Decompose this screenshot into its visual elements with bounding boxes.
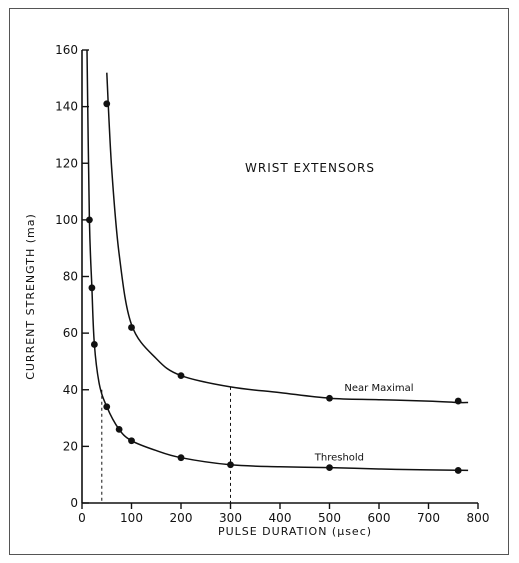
figure-frame: 0 20 40 60 80 100 120 140 160 0 100 200 300 400 500 600… xyxy=(9,8,509,555)
y-tick-label: 60 xyxy=(63,326,78,340)
x-tick-label: 600 xyxy=(368,511,391,525)
strength-duration-chart: 0 20 40 60 80 100 120 140 160 0 100 200 300 400 500 600… xyxy=(24,43,489,538)
y-tick-label: 20 xyxy=(63,439,78,453)
data-point-threshold xyxy=(88,284,96,292)
y-tick-label: 160 xyxy=(55,43,78,57)
x-tick-label: 500 xyxy=(318,511,341,525)
series-line-near-maximal xyxy=(106,72,469,404)
data-point-threshold xyxy=(326,464,333,472)
data-point-threshold xyxy=(90,341,98,348)
x-tick-label: 100 xyxy=(120,511,143,525)
curves xyxy=(86,49,469,472)
data-point-near-maximal xyxy=(128,324,135,331)
reference-lines xyxy=(101,386,231,503)
x-tick-label: 700 xyxy=(417,511,440,525)
series-label-near-maximal: Near Maximal xyxy=(344,383,413,394)
x-axis-title: PULSE DURATION (μsec) xyxy=(218,525,372,538)
y-tick-label: 100 xyxy=(55,213,78,227)
ticks: 0 20 40 60 80 100 120 140 160 0 100 200 300 400 500 600… xyxy=(55,43,489,525)
x-tick-label: 800 xyxy=(467,511,490,525)
data-point-near-maximal xyxy=(326,394,333,402)
data-point-threshold xyxy=(128,437,135,445)
data-point-near-maximal xyxy=(103,100,111,108)
labels: PULSE DURATION (μsec) CURRENT STRENGTH (m… xyxy=(24,161,414,538)
x-tick-label: 200 xyxy=(170,511,193,525)
y-tick-label: 140 xyxy=(55,100,78,114)
y-tick-label: 80 xyxy=(63,270,78,284)
x-tick-label: 300 xyxy=(219,511,242,525)
data-point-threshold xyxy=(454,467,462,474)
chart-title: WRIST EXTENSORS xyxy=(245,161,375,175)
x-tick-label: 0 xyxy=(78,511,86,525)
y-tick-label: 120 xyxy=(55,156,78,170)
series-line-threshold xyxy=(86,49,469,472)
data-point-near-maximal xyxy=(177,372,185,379)
data-point-threshold xyxy=(227,461,234,469)
data-point-threshold xyxy=(177,454,185,462)
series-label-threshold: Threshold xyxy=(314,453,364,464)
data-point-threshold xyxy=(115,425,123,433)
data-point-near-maximal xyxy=(454,397,462,405)
data-point-threshold xyxy=(103,403,111,411)
x-tick-label: 400 xyxy=(269,511,292,525)
y-tick-label: 0 xyxy=(70,496,78,510)
data-point-threshold xyxy=(86,216,93,224)
data-points xyxy=(86,100,462,474)
axes xyxy=(81,50,478,504)
y-tick-label: 40 xyxy=(63,383,78,397)
y-axis-title: CURRENT STRENGTH (ma) xyxy=(24,213,37,380)
